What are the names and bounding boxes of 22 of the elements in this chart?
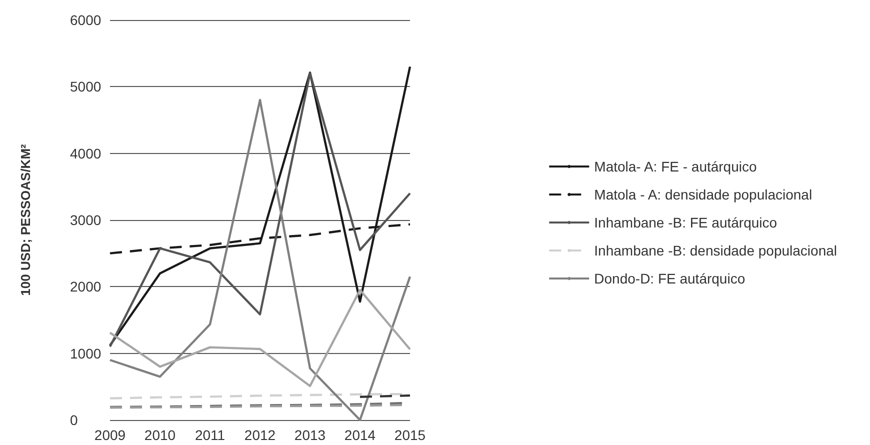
x-tick-label: 2011: [194, 427, 226, 443]
y-tick-label: 5000: [70, 78, 102, 95]
legend-label: Matola- A: FE - autárquico: [594, 158, 757, 174]
x-tick-label: 2013: [294, 427, 326, 443]
y-tick-label: 6000: [70, 12, 102, 28]
line-series: [108, 288, 412, 388]
legend-label: Matola - A: densidade populacional: [594, 186, 812, 202]
legend-label: Dondo-D: FE autárquico: [594, 270, 746, 286]
legend-label: Inhambane -B: FE autárquico: [594, 214, 778, 230]
x-tick-label: 2010: [144, 427, 176, 443]
x-tick-label: 2012: [244, 427, 276, 443]
y-tick-label: 0: [70, 412, 78, 428]
x-tick-label: 2014: [344, 427, 376, 443]
x-tick-label: 2009: [94, 427, 126, 443]
y-tick-label: 4000: [70, 145, 102, 162]
y-tick-label: 1000: [70, 345, 102, 362]
y-tick-label: 3000: [70, 212, 102, 228]
line-series: [108, 98, 412, 422]
y-axis-title: 100 USD; PESSOAS/KM²: [18, 143, 33, 296]
legend-label: Inhambane -B: densidade populacional: [594, 242, 838, 258]
y-tick-label: 2000: [70, 278, 102, 295]
x-tick-label: 2015: [394, 427, 426, 443]
